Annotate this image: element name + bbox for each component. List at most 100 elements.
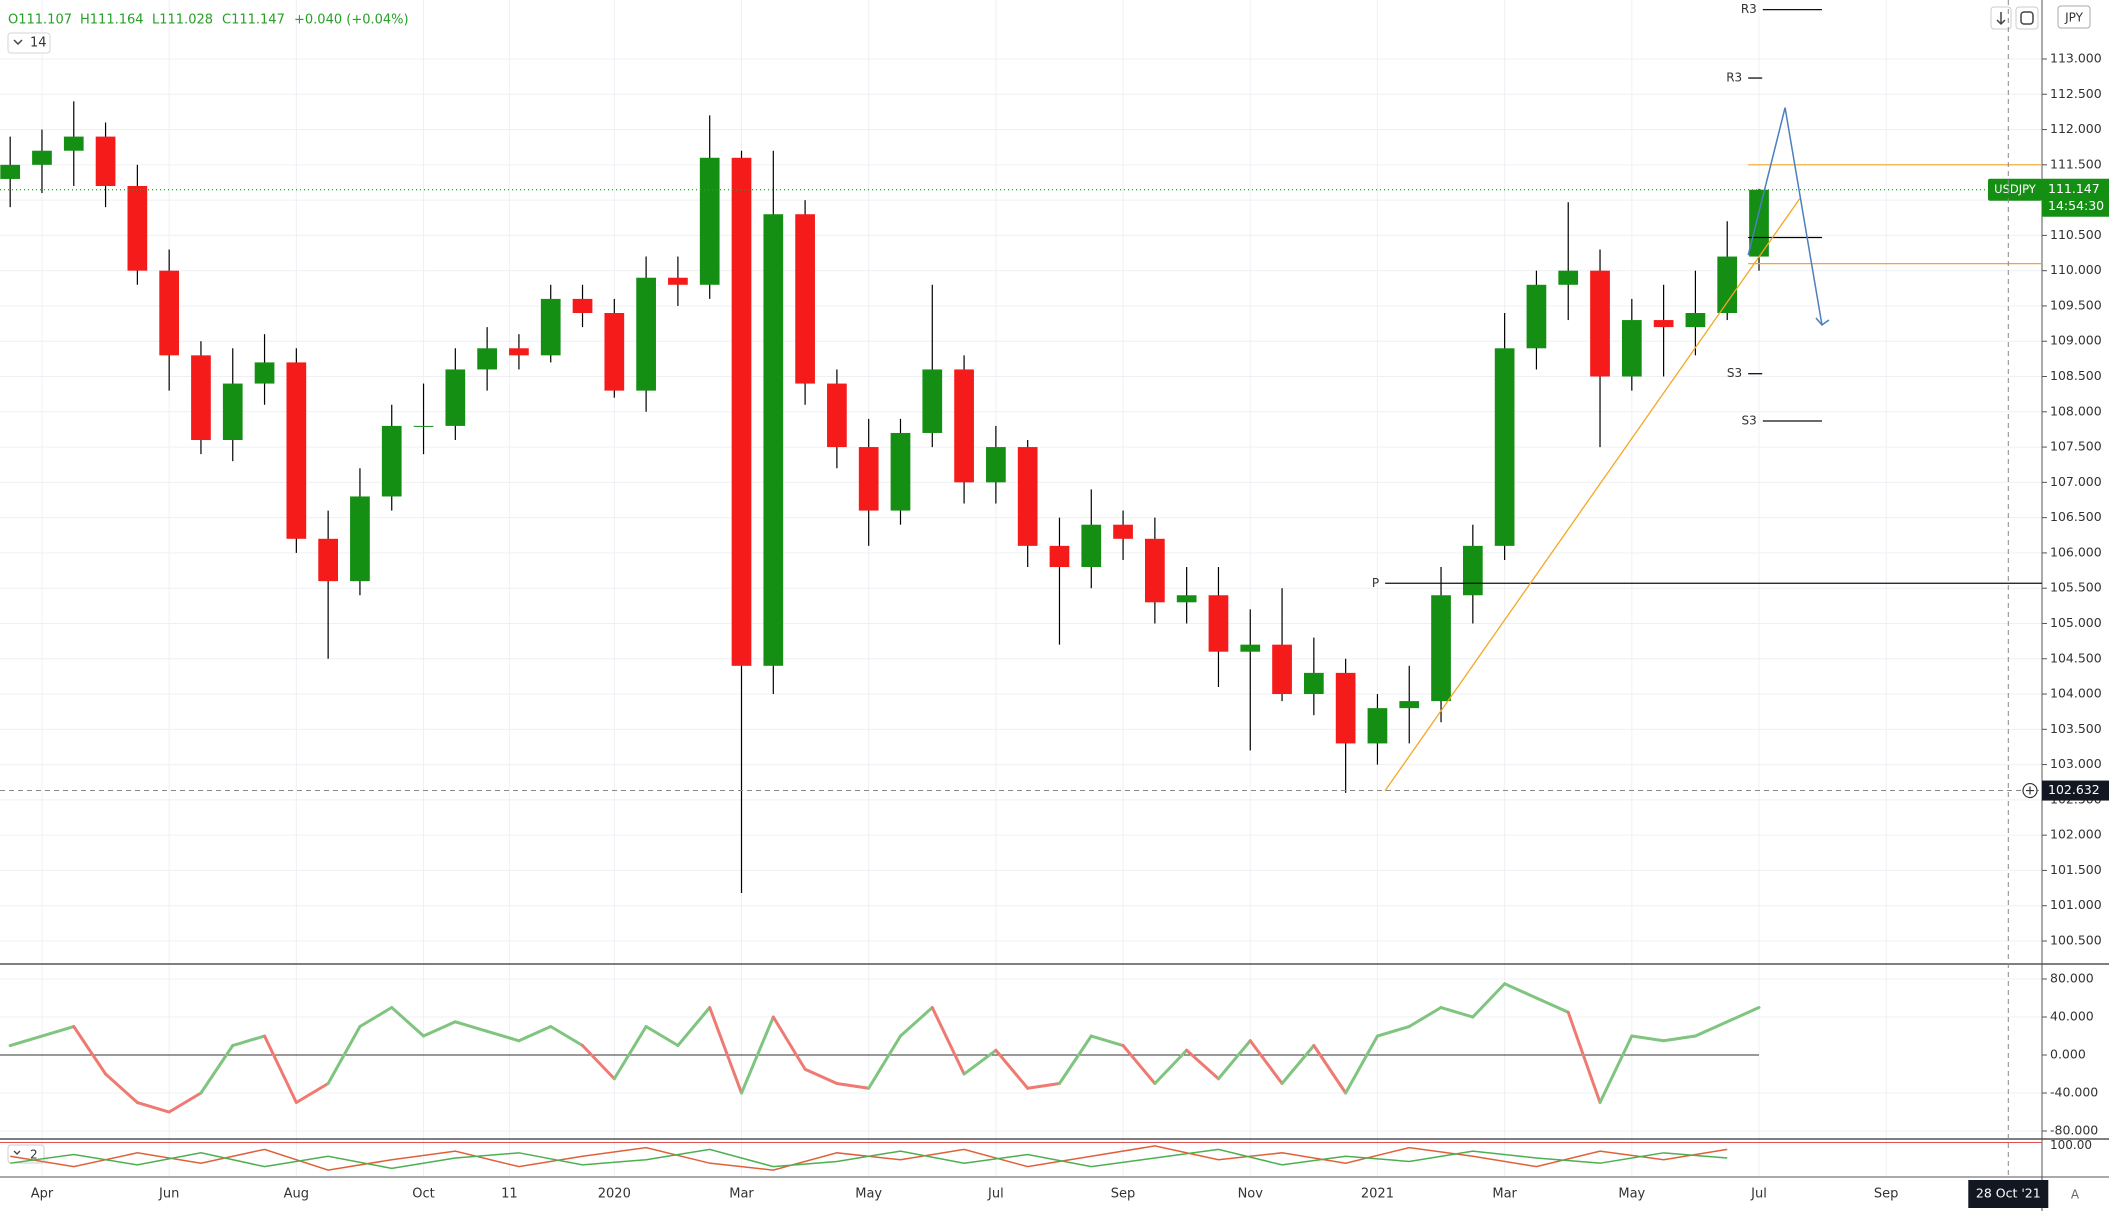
candle-body bbox=[1240, 644, 1261, 652]
ohlc-open: O111.107 bbox=[8, 13, 72, 28]
y-tick-label: 108.000 bbox=[2050, 403, 2102, 418]
oscillator-segment bbox=[1216, 1039, 1252, 1081]
candle-body bbox=[1526, 284, 1547, 349]
candle-body bbox=[1145, 538, 1165, 603]
candle-body bbox=[731, 157, 752, 666]
candle-body bbox=[381, 425, 402, 497]
oscillator-segment bbox=[803, 1067, 839, 1086]
y-tick-label: 100.500 bbox=[2050, 932, 2102, 947]
candle-body bbox=[95, 136, 116, 186]
candle-body bbox=[699, 157, 720, 285]
oscillator-segment bbox=[1439, 1006, 1475, 1019]
oscillator-segment bbox=[72, 1025, 108, 1076]
candle-body bbox=[1462, 545, 1483, 596]
candle-body bbox=[572, 298, 593, 314]
candle-body bbox=[1621, 320, 1642, 377]
x-tick-label: 2021 bbox=[1361, 1187, 1394, 1202]
y-tick-label: 109.500 bbox=[2050, 297, 2102, 312]
candle-body bbox=[795, 214, 815, 384]
refresh-button[interactable] bbox=[2015, 6, 2039, 30]
x-tick-label: Apr bbox=[31, 1187, 54, 1202]
legend: O111.107 H111.164 L111.028 C111.147 +0.0… bbox=[7, 13, 409, 54]
candle-body bbox=[509, 348, 529, 356]
candle-body bbox=[318, 538, 339, 582]
oscillator-segment bbox=[263, 1034, 298, 1105]
y-tick-label: -40.000 bbox=[2050, 1085, 2098, 1100]
chevron-icon bbox=[13, 1150, 21, 1155]
oscillator-segment bbox=[994, 1048, 1030, 1090]
candle-body bbox=[1558, 270, 1579, 285]
ohlc-high: H111.164 bbox=[80, 13, 144, 28]
oscillator-segment bbox=[1503, 982, 1538, 1000]
candle-body bbox=[1113, 524, 1133, 539]
y-tick-label: -80.000 bbox=[2050, 1123, 2098, 1138]
indicator-toggle[interactable] bbox=[7, 1144, 45, 1164]
main-pane bbox=[0, 101, 1769, 894]
candle-body bbox=[827, 383, 847, 448]
y-tick-label: 110.000 bbox=[2050, 262, 2102, 277]
ohlc-change: +0.040 (+0.04%) bbox=[294, 13, 409, 28]
grid bbox=[0, 0, 2042, 1177]
oscillator-segment bbox=[1153, 1048, 1189, 1086]
oscillator-segment bbox=[1662, 1034, 1697, 1043]
oscillator-segment bbox=[549, 1025, 585, 1048]
plus-icon bbox=[2026, 786, 2034, 795]
indicator-label: 2 bbox=[30, 1148, 38, 1162]
oscillator-segment bbox=[1407, 1006, 1443, 1029]
oscillator-segment bbox=[517, 1025, 553, 1043]
oscillator-segment bbox=[835, 1082, 871, 1090]
y-tick-label: 112.000 bbox=[2050, 121, 2102, 136]
candle-body bbox=[986, 447, 1006, 483]
x-tick-label: Mar bbox=[1492, 1187, 1517, 1202]
oscillator-segment bbox=[1280, 1044, 1316, 1086]
oscillator-segment bbox=[422, 1020, 457, 1038]
oscillator-segment bbox=[898, 1006, 934, 1038]
chevron-icon bbox=[13, 39, 23, 46]
candle-body bbox=[1049, 545, 1070, 568]
currency-box[interactable] bbox=[2057, 5, 2091, 29]
candle-body bbox=[922, 369, 943, 433]
oscillator-segment bbox=[1534, 996, 1570, 1014]
projection-path bbox=[1747, 107, 1823, 326]
oscillator-segment bbox=[358, 1006, 394, 1029]
y-tick-label: 101.000 bbox=[2050, 897, 2102, 912]
oscillator-segment bbox=[1121, 1044, 1157, 1086]
crosshair-time-label: 28 Oct '21 bbox=[1976, 1186, 2041, 1201]
y-tick-label: 113.000 bbox=[2050, 50, 2102, 65]
candle-body bbox=[890, 432, 911, 511]
candle-body bbox=[477, 348, 497, 370]
y-tick-label: 104.000 bbox=[2050, 686, 2102, 701]
refresh-icon bbox=[2020, 11, 2034, 25]
candle-body bbox=[1335, 672, 1356, 744]
crosshair-price-tag bbox=[2042, 780, 2109, 801]
x-tick-label: 2020 bbox=[598, 1187, 631, 1202]
indicator-toggle[interactable] bbox=[7, 32, 51, 54]
x-tick-label: Mar bbox=[729, 1187, 754, 1202]
candle-body bbox=[1685, 313, 1706, 328]
down-icon bbox=[1996, 12, 2006, 26]
oscillator-segment bbox=[612, 1025, 648, 1081]
ohlc-close: C111.147 bbox=[222, 13, 285, 28]
oscillator-segment bbox=[1630, 1034, 1666, 1043]
pivot-label: P bbox=[1372, 576, 1379, 590]
candle-body bbox=[32, 150, 52, 165]
oscillator-segment bbox=[390, 1006, 426, 1038]
candle-body bbox=[286, 362, 307, 539]
oscillator-segment bbox=[1057, 1034, 1093, 1086]
candle-body bbox=[1017, 447, 1038, 546]
oscillator-segment bbox=[326, 1025, 362, 1086]
oscillator-segment bbox=[453, 1020, 489, 1033]
candle-body bbox=[1494, 348, 1515, 546]
x-tick-label: Sep bbox=[1111, 1187, 1136, 1202]
candle-body bbox=[1590, 270, 1610, 377]
candle-body bbox=[604, 313, 625, 391]
candle-body bbox=[63, 136, 84, 151]
oscillator-segment bbox=[708, 1006, 744, 1095]
candle-body bbox=[350, 496, 370, 582]
oscillator-segment bbox=[485, 1029, 521, 1043]
candle-body bbox=[1208, 595, 1229, 652]
oscillator-segment bbox=[199, 1044, 235, 1095]
auto-scale-toggle[interactable]: A bbox=[2071, 1188, 2080, 1202]
last-price-label: 111.147 bbox=[2048, 181, 2100, 196]
